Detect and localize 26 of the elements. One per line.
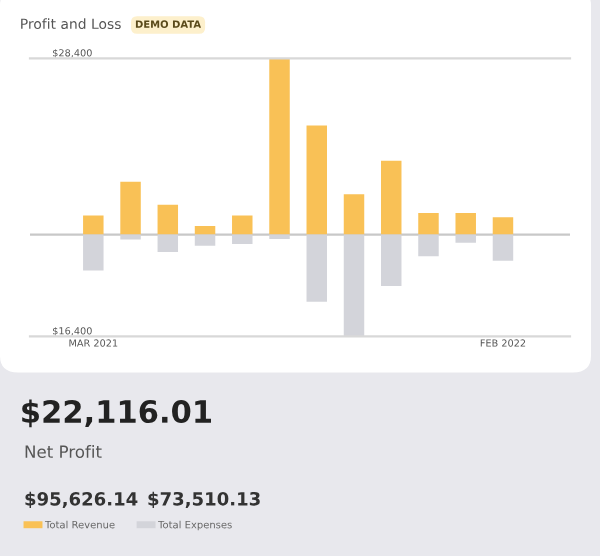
- bar: [120, 234, 141, 240]
- bar: [418, 234, 439, 257]
- bar: [194, 234, 216, 246]
- bar: [120, 181, 141, 235]
- bar: [157, 234, 179, 252]
- bar: [83, 234, 104, 271]
- text: $73,510.13: [148, 491, 260, 509]
- bar: [269, 58, 290, 235]
- bar: [381, 160, 402, 235]
- bar: [157, 204, 179, 235]
- bar: [492, 234, 514, 261]
- bar: [492, 217, 514, 235]
- bar: [343, 194, 365, 235]
- bar: [232, 234, 253, 244]
- bar: [455, 234, 476, 243]
- text: Net Profit: [25, 445, 102, 458]
- bar: [418, 212, 439, 235]
- bar: [83, 215, 104, 235]
- bar: [232, 215, 253, 235]
- bar: [194, 225, 216, 235]
- bar: [381, 234, 402, 287]
- bar: [455, 212, 476, 235]
- text: $95,626.14: [25, 491, 138, 509]
- text: $22,116.01: [22, 399, 211, 428]
- bar: [306, 234, 327, 302]
- bar: [306, 125, 327, 235]
